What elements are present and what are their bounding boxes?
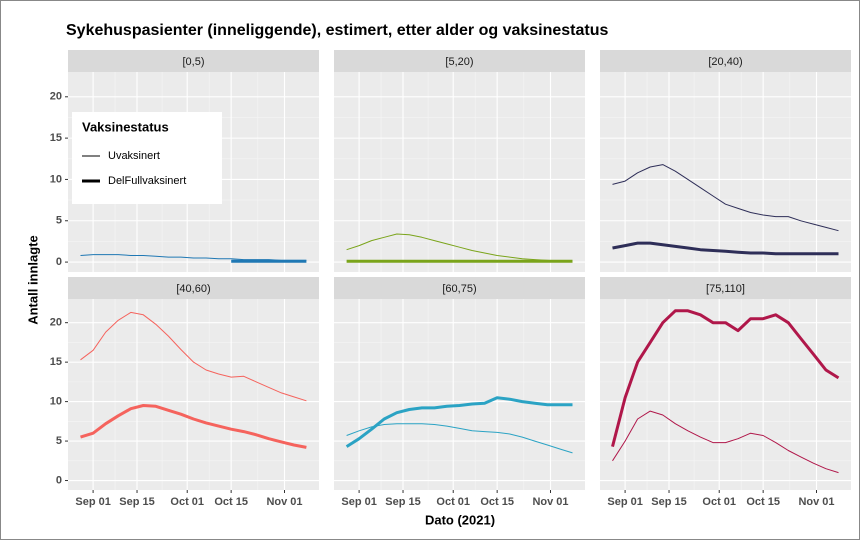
data-line [612,410,839,474]
y-tick-label: 10 [50,173,62,185]
x-tick-label: Oct 01 [170,496,204,508]
x-tick-label: Oct 15 [746,496,780,508]
x-tick-label: Nov 01 [798,496,834,508]
x-tick-label: Oct 15 [214,496,248,508]
legend-label: DelFullvaksinert [108,175,186,187]
panel-background [334,72,585,272]
x-tick-label: Sep 15 [119,496,154,508]
panel-background [600,72,851,272]
data-line [346,233,573,262]
strip [600,277,851,299]
data-line [80,254,307,261]
strip-label: [75,110] [706,283,745,295]
x-tick-label: Oct 01 [702,496,736,508]
data-line [80,404,307,449]
y-tick-label: 5 [56,215,62,227]
y-tick-label: 15 [50,356,62,368]
strip-label: [0,5) [182,56,204,68]
data-line [612,241,839,256]
y-tick-label: 20 [50,317,62,329]
strip-label: [5,20) [445,56,473,68]
x-tick-label: Sep 15 [651,496,686,508]
x-tick-label: Sep 15 [385,496,420,508]
strip-label: [40,60) [176,283,210,295]
strip [68,277,319,299]
legend-label: Uvaksinert [108,150,160,162]
data-line [80,311,307,402]
x-tick-label: Sep 01 [341,496,376,508]
data-line [345,396,573,448]
x-tick-label: Oct 01 [436,496,470,508]
data-line [611,309,840,447]
legend-title: Vaksinestatus [82,119,169,134]
x-tick-label: Sep 01 [607,496,642,508]
y-tick-label: 15 [50,132,62,144]
strip [334,277,585,299]
strip [334,50,585,72]
x-axis-label: Dato (2021) [425,512,495,527]
y-tick-label: 0 [56,256,62,268]
y-tick-label: 0 [56,474,62,486]
y-tick-label: 20 [50,91,62,103]
panel-background [334,299,585,490]
panel-background [68,299,319,490]
data-line [612,164,839,232]
chart-title: Sykehuspasienter (inneliggende), estimer… [66,22,609,39]
data-line [346,423,573,454]
y-tick-label: 5 [56,435,62,447]
panel-background [600,299,851,490]
y-tick-label: 10 [50,396,62,408]
strip [600,50,851,72]
x-tick-label: Nov 01 [266,496,302,508]
y-axis-label: Antall innlagte [25,235,40,325]
strip-label: [60,75) [442,283,476,295]
x-tick-label: Nov 01 [532,496,568,508]
strip [68,50,319,72]
legend-box [72,112,222,204]
x-tick-label: Sep 01 [75,496,110,508]
x-tick-label: Oct 15 [480,496,514,508]
strip-label: [20,40) [708,56,742,68]
